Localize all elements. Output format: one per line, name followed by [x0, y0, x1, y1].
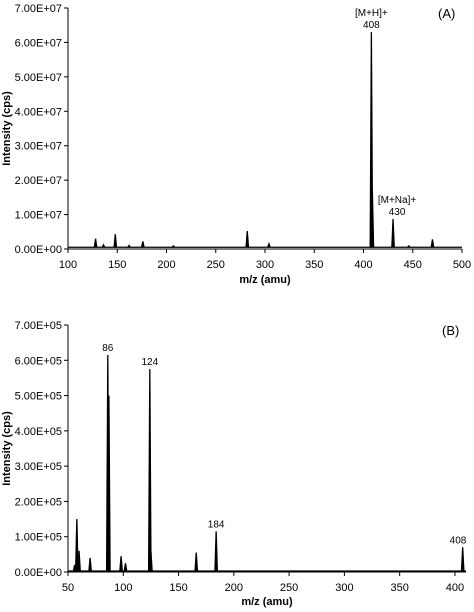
y-axis-label: Intensity (cps)	[1, 411, 13, 486]
y-tick-label: 0.00E+00	[15, 567, 62, 579]
panel-label: (B)	[442, 323, 459, 338]
x-tick-label: 250	[207, 259, 225, 271]
y-tick-label: 7.00E+07	[15, 3, 62, 15]
spectrum-peak	[391, 219, 395, 248]
spectrum-panel-a: 0.00E+00 1.00E+07 2.00E+07 3.00E+07 4.00E+07…	[1, 3, 471, 286]
x-axis-label: m/z (amu)	[241, 596, 293, 608]
spectrum-peak	[141, 241, 145, 248]
peak-annotation: 408	[450, 535, 467, 546]
x-axis-label: m/z (amu)	[239, 274, 291, 286]
y-tick-label: 6.00E+07	[15, 37, 62, 49]
spectrum-peak	[149, 550, 153, 571]
spectrum-peak	[113, 234, 118, 248]
x-tick-label: 350	[305, 259, 323, 271]
spectrum-peak	[74, 519, 79, 571]
peak-annotation: 86	[102, 343, 114, 354]
x-tick-label: 400	[354, 259, 372, 271]
x-tick-label: 300	[256, 259, 274, 271]
spectrum-peak	[101, 243, 106, 248]
spectrum-peak	[370, 190, 375, 248]
x-tick-label: 400	[446, 582, 464, 594]
spectrum-peak	[107, 395, 111, 571]
peak-annotation-value: 408	[363, 20, 380, 31]
spectrum-peak	[127, 244, 131, 248]
panel-label: (A)	[438, 6, 455, 21]
y-axis-label: Intensity (cps)	[1, 91, 13, 166]
y-tick-label: 1.00E+07	[15, 210, 62, 222]
x-tick-label: 100	[114, 582, 132, 594]
x-tick-label: 150	[108, 259, 126, 271]
spectrum-peak	[214, 531, 218, 571]
spectrum-peak	[147, 369, 152, 571]
y-tick-label: 5.00E+05	[15, 391, 62, 403]
y-tick-label: 2.00E+05	[15, 496, 62, 508]
peak-annotation: [M+H]+	[355, 8, 388, 19]
y-tick-label: 3.00E+07	[15, 141, 62, 153]
x-tick-label: 350	[390, 582, 408, 594]
peak-annotation: 184	[208, 519, 225, 530]
y-tick-label: 3.00E+05	[15, 461, 62, 473]
spectrum-peak	[93, 238, 98, 248]
x-tick-label: 500	[453, 259, 471, 271]
spectrum-peak	[123, 563, 128, 572]
y-tick-label: 1.00E+05	[15, 532, 62, 544]
spectrum-peak	[88, 557, 92, 572]
x-tick-label: 200	[225, 582, 243, 594]
spectrum-peak	[245, 231, 250, 248]
y-tick-label: 5.00E+07	[15, 72, 62, 84]
spectrum-peak	[460, 547, 465, 571]
peak-annotation-value: 430	[389, 207, 406, 218]
spectrum-panel-b: 0.00E+00 1.00E+05 2.00E+05 3.00E+05 4.00E+05…	[1, 320, 467, 608]
y-tick-label: 4.00E+07	[15, 106, 62, 118]
y-tick-label: 0.00E+00	[15, 244, 62, 256]
y-tick-label: 6.00E+05	[15, 355, 62, 367]
spectrum-peak	[430, 239, 435, 248]
x-tick-label: 150	[169, 582, 187, 594]
spectrum-peak	[77, 550, 81, 571]
x-tick-label: 300	[335, 582, 353, 594]
peak-annotation: 124	[141, 357, 158, 368]
spectrum-peak	[407, 244, 411, 248]
x-tick-label: 200	[157, 259, 175, 271]
x-tick-label: 250	[280, 582, 298, 594]
x-tick-label: 50	[62, 582, 74, 594]
x-tick-label: 450	[404, 259, 422, 271]
x-tick-label: 100	[59, 259, 77, 271]
y-tick-label: 7.00E+05	[15, 320, 62, 332]
spectrum-peak	[171, 244, 176, 248]
y-tick-label: 4.00E+05	[15, 426, 62, 438]
spectrum-peak	[119, 556, 123, 571]
peak-annotation: [M+Na]+	[378, 195, 417, 206]
spectrum-peak	[194, 552, 199, 571]
y-tick-label: 2.00E+07	[15, 175, 62, 187]
spectrum-peak	[267, 241, 271, 248]
